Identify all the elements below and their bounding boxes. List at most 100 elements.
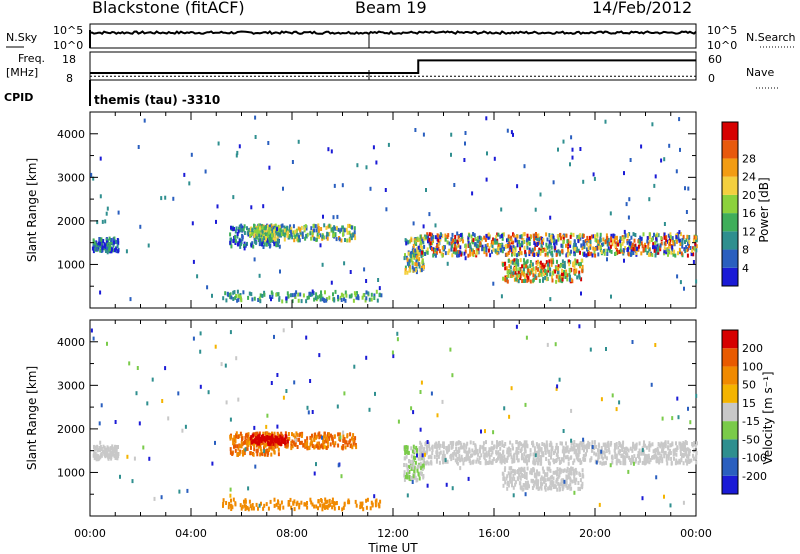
echo-cell <box>234 444 237 449</box>
echo-cell <box>373 296 376 300</box>
echo-cell <box>581 264 584 269</box>
echo-cell <box>526 444 529 449</box>
echo-cell <box>339 295 342 300</box>
echo-cell <box>448 241 451 246</box>
echo-cell <box>492 237 495 242</box>
echo-cell <box>420 456 423 461</box>
echo-cell <box>629 458 632 463</box>
echo-cell <box>513 469 516 474</box>
echo-cell <box>644 247 647 252</box>
echo-cell <box>605 233 608 238</box>
echo-cell <box>646 250 649 255</box>
echo-cell <box>526 233 529 238</box>
echo-cell <box>510 386 513 391</box>
echo-cell <box>460 252 463 257</box>
echo-cell <box>695 279 698 284</box>
echo-cell <box>420 268 423 273</box>
echo-cell <box>559 441 562 446</box>
echo-cell <box>332 440 334 445</box>
echo-cell <box>645 445 648 450</box>
echo-cell <box>346 433 349 438</box>
nave-scale-bottom: 0 <box>708 72 715 85</box>
echo-cell <box>262 204 265 209</box>
echo-cell <box>665 454 668 459</box>
echo-cell <box>549 235 552 240</box>
echo-cell <box>512 453 515 458</box>
echo-cell <box>512 493 515 498</box>
echo-cell <box>260 434 263 439</box>
echo-cell <box>553 238 556 243</box>
echo-cell <box>614 451 617 456</box>
echo-cell <box>248 441 251 446</box>
velocity-scatter <box>90 324 698 512</box>
echo-cell <box>98 421 101 426</box>
echo-cell <box>375 498 378 503</box>
echo-cell <box>321 507 324 512</box>
echo-cell <box>685 441 688 446</box>
echo-cell <box>251 433 254 438</box>
echo-cell <box>471 191 474 196</box>
echo-cell <box>256 431 259 436</box>
echo-cell <box>421 467 424 471</box>
echo-cell <box>500 294 503 299</box>
echo-cell <box>291 235 294 240</box>
echo-cell <box>684 249 687 254</box>
echo-cell <box>224 363 227 368</box>
echo-cell <box>94 244 97 249</box>
echo-cell <box>353 230 356 235</box>
echo-cell <box>246 446 249 451</box>
echo-cell <box>258 226 261 231</box>
time-tick-label: 12:00 <box>377 527 409 540</box>
echo-cell <box>598 443 601 448</box>
echo-cell <box>243 448 245 453</box>
echo-cell <box>526 461 529 466</box>
echo-cell <box>246 434 249 439</box>
echo-cell <box>540 246 543 251</box>
echo-cell <box>291 439 294 444</box>
echo-cell <box>577 447 580 452</box>
echo-cell <box>427 461 430 466</box>
echo-cell <box>573 479 576 484</box>
echo-cell <box>473 451 476 455</box>
echo-cell <box>591 445 594 449</box>
echo-cell <box>346 443 349 448</box>
echo-cell <box>105 451 108 456</box>
echo-cell <box>435 450 438 455</box>
echo-cell <box>316 441 319 446</box>
echo-cell <box>503 460 506 465</box>
echo-cell <box>673 456 675 461</box>
echo-cell <box>551 474 554 479</box>
echo-cell <box>506 238 508 243</box>
echo-cell <box>575 452 578 457</box>
echo-cell <box>577 458 580 463</box>
echo-cell <box>610 249 613 254</box>
echo-cell <box>544 478 547 483</box>
echo-cell <box>544 485 546 490</box>
echo-cell <box>268 444 271 449</box>
echo-cell <box>96 453 99 458</box>
echo-cell <box>512 446 514 451</box>
echo-cell <box>625 202 628 207</box>
echo-cell <box>547 449 550 454</box>
echo-cell <box>633 247 636 252</box>
echo-cell <box>273 242 276 247</box>
echo-cell <box>232 227 235 232</box>
echo-cell <box>638 242 641 247</box>
echo-cell <box>414 268 417 273</box>
echo-cell <box>354 443 357 447</box>
echo-cell <box>583 457 585 462</box>
echo-cell <box>247 432 250 437</box>
echo-cell <box>531 262 534 267</box>
echo-cell <box>492 430 495 435</box>
echo-cell <box>532 277 535 282</box>
echo-cell <box>349 443 352 448</box>
echo-cell <box>273 334 275 339</box>
echo-cell <box>238 144 241 149</box>
echo-cell <box>348 223 351 228</box>
echo-cell <box>523 279 525 283</box>
echo-cell <box>510 466 513 471</box>
beam-title: Beam 19 <box>355 0 427 17</box>
velocity-colorbar-label: Velocity [m s⁻¹] <box>761 371 775 464</box>
echo-cell <box>235 434 237 439</box>
sky-scale-top: 10^5 <box>53 24 83 37</box>
